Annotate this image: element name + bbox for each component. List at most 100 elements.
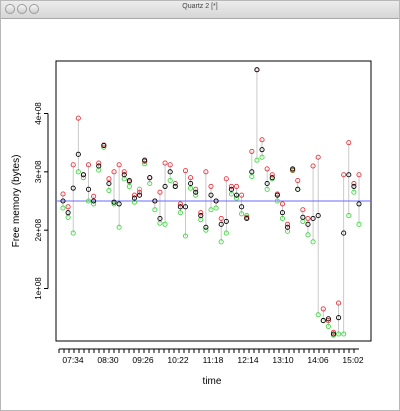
min-point bbox=[279, 215, 285, 222]
min-point bbox=[228, 191, 234, 197]
y-tick-label: 2e+08 bbox=[34, 218, 43, 241]
min-point bbox=[91, 201, 97, 207]
min-point bbox=[147, 180, 153, 187]
mean-point bbox=[325, 316, 331, 322]
max-point bbox=[336, 300, 342, 306]
x-tick-label: 09:26 bbox=[132, 355, 154, 365]
max-point bbox=[269, 172, 275, 178]
mean-point bbox=[157, 215, 163, 222]
max-point bbox=[208, 183, 214, 189]
min-point bbox=[116, 224, 122, 230]
min-point bbox=[193, 192, 199, 198]
y-axis: 1e+08 2e+08 3e+08 4e+08 bbox=[34, 102, 49, 300]
x-tick-label: 10:22 bbox=[167, 355, 189, 365]
mean-point bbox=[295, 186, 301, 192]
mean-point bbox=[142, 157, 148, 163]
min-point bbox=[101, 144, 107, 150]
window-title: Quartz 2 [*] bbox=[182, 3, 218, 10]
mean-point bbox=[182, 204, 189, 210]
mean-point bbox=[274, 192, 280, 198]
mean-point bbox=[218, 221, 224, 227]
min-point bbox=[152, 207, 158, 213]
min-point bbox=[233, 195, 240, 201]
min-point bbox=[341, 331, 347, 337]
min-point bbox=[223, 230, 229, 236]
min-point bbox=[264, 186, 270, 192]
max-point bbox=[70, 162, 76, 168]
max-point bbox=[96, 160, 102, 166]
minimize-window-button[interactable] bbox=[17, 4, 27, 14]
max-point bbox=[91, 193, 97, 199]
mean-point bbox=[177, 204, 183, 210]
max-point bbox=[285, 221, 291, 227]
min-point bbox=[188, 185, 194, 191]
min-point bbox=[203, 227, 209, 233]
mean-point bbox=[85, 186, 92, 192]
max-point bbox=[177, 201, 183, 207]
max-point bbox=[341, 172, 347, 178]
max-point bbox=[106, 176, 112, 182]
max-point bbox=[330, 329, 337, 335]
mean-point bbox=[320, 318, 326, 324]
min-point bbox=[310, 239, 316, 245]
mean-point bbox=[208, 192, 214, 198]
min-point bbox=[346, 213, 352, 219]
mean-point bbox=[228, 186, 234, 192]
mean-point bbox=[131, 195, 137, 201]
min-point bbox=[60, 205, 66, 211]
close-window-button[interactable] bbox=[5, 4, 15, 14]
max-point bbox=[223, 176, 229, 182]
min-point bbox=[157, 220, 163, 226]
mean-point bbox=[305, 221, 311, 227]
min-point bbox=[167, 178, 173, 184]
mean-point bbox=[285, 224, 291, 230]
mean-point bbox=[126, 178, 132, 184]
min-point bbox=[75, 169, 81, 175]
max-point bbox=[315, 154, 321, 160]
mean-point bbox=[249, 169, 255, 175]
mean-point bbox=[290, 166, 296, 172]
max-point bbox=[356, 172, 362, 178]
mean-point bbox=[96, 163, 102, 169]
mean-point bbox=[259, 147, 265, 153]
min-point bbox=[65, 214, 71, 220]
zoom-window-button[interactable] bbox=[29, 4, 39, 14]
mean-point bbox=[137, 192, 143, 198]
max-point bbox=[305, 215, 311, 222]
mean-point bbox=[341, 230, 347, 236]
max-point bbox=[346, 140, 352, 146]
max-point bbox=[188, 175, 194, 181]
mean-point bbox=[213, 198, 219, 204]
max-point bbox=[203, 169, 209, 175]
mean-point bbox=[70, 185, 76, 191]
x-axis-label: time bbox=[203, 376, 222, 387]
max-point bbox=[279, 201, 285, 207]
title-bar: Quartz 2 [*] bbox=[1, 1, 399, 19]
max-point bbox=[111, 169, 117, 175]
mean-point bbox=[198, 213, 204, 219]
min-point bbox=[274, 198, 280, 204]
mean-point bbox=[351, 183, 357, 189]
mean-point bbox=[279, 210, 285, 216]
x-tick-label: 13:10 bbox=[272, 355, 294, 365]
mean-point bbox=[101, 143, 107, 149]
max-point bbox=[239, 192, 245, 198]
max-point bbox=[85, 162, 92, 168]
min-point bbox=[126, 183, 132, 189]
mean-point bbox=[65, 210, 71, 216]
min-point bbox=[182, 233, 189, 239]
mean-point bbox=[300, 214, 306, 220]
mean-point bbox=[315, 213, 321, 219]
mean-point bbox=[336, 315, 342, 321]
min-point bbox=[218, 239, 224, 245]
max-point bbox=[249, 148, 255, 154]
max-point bbox=[182, 168, 189, 174]
mean-point bbox=[346, 172, 352, 178]
x-tick-label: 08:30 bbox=[97, 355, 119, 365]
mean-point bbox=[223, 218, 229, 224]
mean-point bbox=[75, 151, 81, 157]
max-point bbox=[259, 137, 265, 143]
max-point bbox=[228, 183, 234, 189]
mean-point bbox=[152, 198, 158, 204]
